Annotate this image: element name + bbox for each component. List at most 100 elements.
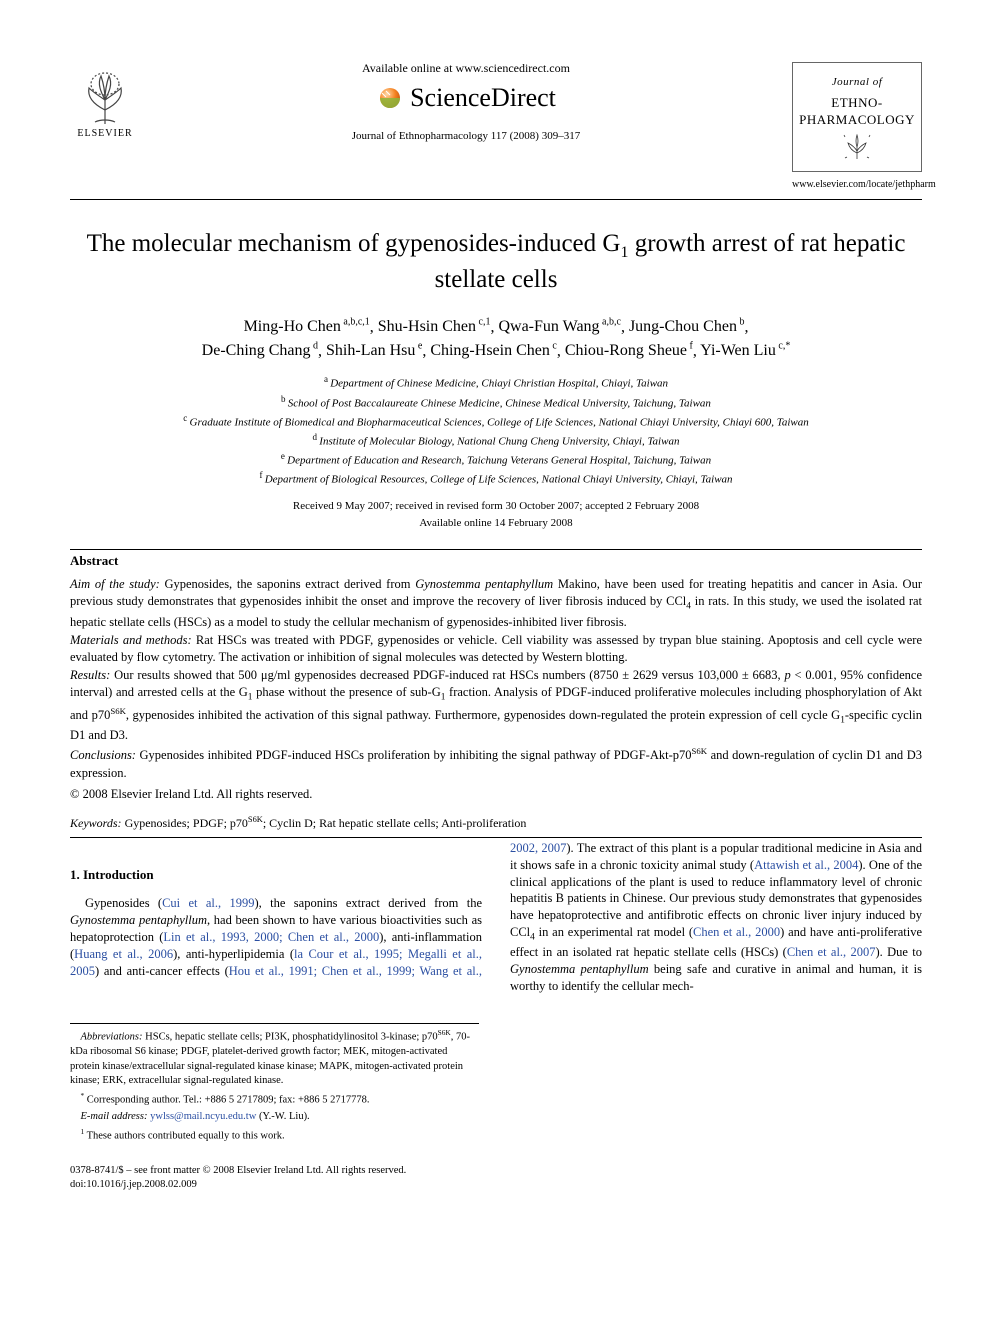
journal-logo-box: Journal of ETHNO- PHARMACOLOGY www.elsev…	[792, 60, 922, 191]
cite-cui1999[interactable]: Cui et al., 1999	[162, 896, 254, 910]
sciencedirect-icon	[376, 84, 404, 112]
author: Chiou-Rong Sheue f	[565, 342, 693, 359]
intro-heading: 1. Introduction	[70, 866, 482, 884]
author-affil-marks: b	[737, 317, 745, 328]
dates-available: Available online 14 February 2008	[419, 517, 572, 529]
two-column-body: 1. Introduction Gypenosides (Cui et al.,…	[70, 840, 922, 995]
email-label: E-mail address:	[81, 1111, 148, 1122]
cite-lin2000-chen2000[interactable]: 2000; Chen et al., 2000	[254, 930, 379, 944]
email-footnote: E-mail address: ywlss@mail.ncyu.edu.tw (…	[70, 1110, 479, 1125]
author: Qwa-Fun Wang a,b,c	[498, 318, 620, 335]
author: De-Ching Chang d	[202, 342, 318, 359]
abstract-conclusions: Conclusions: Gypenosides inhibited PDGF-…	[70, 745, 922, 782]
author-affil-marks: c	[550, 341, 557, 352]
introduction-section: 1. Introduction Gypenosides (Cui et al.,…	[70, 840, 922, 995]
affiliation-line: b School of Post Baccalaureate Chinese M…	[70, 393, 922, 412]
intro-f: ) and anti-cancer effects (	[95, 964, 229, 978]
corresponding-author-footnote: * Corresponding author. Tel.: +886 5 271…	[70, 1091, 479, 1108]
affiliation-line: f Department of Biological Resources, Co…	[70, 469, 922, 488]
journal-box-line1: ETHNO-	[831, 95, 882, 110]
keywords-t1: Gypenosides; PDGF; p70	[122, 816, 248, 830]
abstract-section: Abstract Aim of the study: Gypenosides, …	[70, 552, 922, 803]
intro-i: in an experimental rat model (	[535, 925, 693, 939]
article-title: The molecular mechanism of gypenosides-i…	[70, 228, 922, 296]
affiliation-tag: d	[313, 432, 320, 442]
intro-species2: Gynostemma pentaphyllum	[510, 962, 649, 976]
res-t1: Our results showed that 500 μg/ml gypeno…	[110, 668, 784, 682]
abstract-heading: Abstract	[70, 552, 922, 570]
elsevier-tree-icon	[75, 70, 135, 125]
author: Ming-Ho Chen a,b,c,1	[244, 318, 370, 335]
horizontal-rule	[70, 199, 922, 200]
page-header: ELSEVIER Available online at www.science…	[70, 60, 922, 191]
abstract-aim: Aim of the study: Gypenosides, the sapon…	[70, 576, 922, 632]
plant-icon	[842, 133, 872, 159]
journal-box-pretitle: Journal of	[832, 75, 883, 90]
affiliation-line: d Institute of Molecular Biology, Nation…	[70, 431, 922, 450]
journal-cover-icon: Journal of ETHNO- PHARMACOLOGY	[792, 62, 922, 172]
author-affil-marks: a,b,c	[600, 317, 621, 328]
footer-doi: doi:10.1016/j.jep.2008.02.009	[70, 1179, 197, 1190]
con-s6k: S6K	[692, 746, 708, 756]
journal-citation: Journal of Ethnopharmacology 117 (2008) …	[160, 129, 772, 144]
title-pre: The molecular mechanism of gypenosides-i…	[87, 230, 621, 257]
affiliation-line: e Department of Education and Research, …	[70, 450, 922, 469]
author: Jung-Chou Chen b	[629, 318, 745, 335]
affiliation-tag: b	[281, 394, 288, 404]
mm-label: Materials and methods:	[70, 633, 192, 647]
cite-lin1993[interactable]: Lin et al., 1993,	[163, 930, 248, 944]
keywords-s6k: S6K	[248, 815, 263, 824]
affiliation-line: a Department of Chinese Medicine, Chiayi…	[70, 373, 922, 392]
author: Shu-Hsin Chen c,1	[378, 318, 491, 335]
equal-contrib-footnote: 1 These authors contributed equally to t…	[70, 1127, 479, 1144]
author-affil-marks: f	[687, 341, 693, 352]
cite-chen2007[interactable]: Chen et al., 2007	[787, 945, 876, 959]
author: Yi-Wen Liu c,*	[700, 342, 790, 359]
dates-received: Received 9 May 2007; received in revised…	[293, 500, 699, 512]
res-t3: phase without the presence of sub-G	[252, 685, 440, 699]
affiliations: a Department of Chinese Medicine, Chiayi…	[70, 373, 922, 488]
affiliation-tag: f	[259, 470, 264, 480]
author-affil-marks: c,*	[776, 341, 790, 352]
copyright-line: © 2008 Elsevier Ireland Ltd. All rights …	[70, 786, 922, 804]
email-link[interactable]: ywlss@mail.ncyu.edu.tw	[150, 1111, 256, 1122]
intro-a: Gypenosides (	[85, 896, 162, 910]
cite-huang2006[interactable]: Huang et al., 2006	[74, 947, 173, 961]
affiliation-line: c Graduate Institute of Biomedical and B…	[70, 412, 922, 431]
abstract-body: Aim of the study: Gypenosides, the sapon…	[70, 576, 922, 804]
footer-front-matter: 0378-8741/$ – see front matter © 2008 El…	[70, 1165, 406, 1176]
footer: 0378-8741/$ – see front matter © 2008 El…	[70, 1164, 922, 1192]
cite-chen2000[interactable]: Chen et al., 2000	[693, 925, 780, 939]
corr-text: Corresponding author. Tel.: +886 5 27178…	[84, 1095, 369, 1106]
intro-e: ), anti-hyperlipidemia (	[173, 947, 294, 961]
center-header: Available online at www.sciencedirect.co…	[140, 60, 792, 144]
res-label: Results:	[70, 668, 110, 682]
footnotes: Abbreviations: HSCs, hepatic stellate ce…	[70, 1023, 479, 1144]
aim-label: Aim of the study:	[70, 577, 160, 591]
intro-k: ). Due to	[876, 945, 923, 959]
affiliation-tag: a	[324, 374, 330, 384]
intro-b: ), the saponins extract derived from the	[255, 896, 482, 910]
elsevier-label: ELSEVIER	[77, 127, 132, 141]
abstract-results: Results: Our results showed that 500 μg/…	[70, 667, 922, 745]
journal-url: www.elsevier.com/locate/jethpharm	[792, 178, 922, 192]
affiliation-tag: e	[281, 451, 287, 461]
elsevier-logo: ELSEVIER	[70, 60, 140, 140]
intro-paragraph: Gypenosides (Cui et al., 1999), the sapo…	[70, 840, 922, 995]
equal-text: These authors contributed equally to thi…	[84, 1131, 284, 1142]
author-affil-marks: c,1	[476, 317, 490, 328]
intro-species1: Gynostemma pentaphyllum	[70, 913, 207, 927]
horizontal-rule	[70, 549, 922, 550]
horizontal-rule	[70, 837, 922, 838]
con-t1: Gypenosides inhibited PDGF-induced HSCs …	[136, 748, 692, 762]
cite-attawish2004[interactable]: Attawish et al., 2004	[754, 858, 858, 872]
author-affil-marks: a,b,c,1	[341, 317, 370, 328]
author: Shih-Lan Hsu e	[326, 342, 422, 359]
res-t5: , gypenosides inhibited the activation o…	[126, 708, 840, 722]
author-affil-marks: d	[311, 341, 319, 352]
con-label: Conclusions:	[70, 748, 136, 762]
article-dates: Received 9 May 2007; received in revised…	[70, 498, 922, 531]
mm-text: Rat HSCs was treated with PDGF, gypenosi…	[70, 633, 922, 665]
email-tail: (Y.-W. Liu).	[256, 1111, 309, 1122]
keywords-row: Keywords: Gypenosides; PDGF; p70S6K; Cyc…	[70, 814, 922, 831]
